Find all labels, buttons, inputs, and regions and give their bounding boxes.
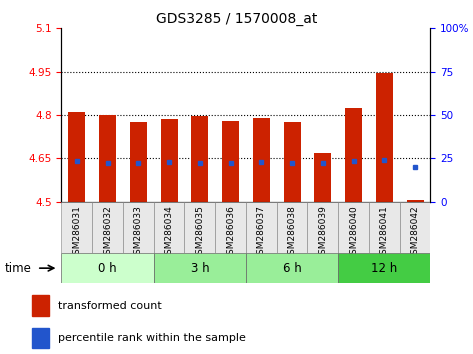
Bar <box>130 122 147 202</box>
FancyBboxPatch shape <box>92 202 123 253</box>
FancyBboxPatch shape <box>307 202 338 253</box>
FancyBboxPatch shape <box>154 202 184 253</box>
Text: GSM286036: GSM286036 <box>226 205 235 260</box>
FancyBboxPatch shape <box>338 253 430 283</box>
Bar <box>161 119 177 202</box>
Text: GSM286042: GSM286042 <box>411 205 420 260</box>
Bar <box>315 153 331 202</box>
Text: GSM286031: GSM286031 <box>72 205 81 260</box>
Bar <box>32 328 49 348</box>
Bar <box>284 122 300 202</box>
Text: GSM286034: GSM286034 <box>165 205 174 260</box>
FancyBboxPatch shape <box>61 253 154 283</box>
Text: transformed count: transformed count <box>58 301 161 311</box>
Bar <box>376 73 393 202</box>
Bar <box>99 115 116 202</box>
Text: GSM286033: GSM286033 <box>134 205 143 260</box>
FancyBboxPatch shape <box>400 202 430 253</box>
Text: 6 h: 6 h <box>283 262 301 275</box>
FancyBboxPatch shape <box>215 202 246 253</box>
Text: percentile rank within the sample: percentile rank within the sample <box>58 333 245 343</box>
FancyBboxPatch shape <box>154 253 246 283</box>
Bar <box>192 116 208 202</box>
FancyBboxPatch shape <box>123 202 154 253</box>
Text: GSM286039: GSM286039 <box>318 205 327 260</box>
Text: GSM286037: GSM286037 <box>257 205 266 260</box>
FancyBboxPatch shape <box>246 253 338 283</box>
Bar <box>253 118 270 202</box>
Bar <box>345 108 362 202</box>
FancyBboxPatch shape <box>277 202 307 253</box>
Text: 0 h: 0 h <box>98 262 117 275</box>
Text: time: time <box>5 262 32 275</box>
Bar <box>407 200 423 202</box>
Bar <box>32 295 49 316</box>
Text: GDS3285 / 1570008_at: GDS3285 / 1570008_at <box>156 12 317 27</box>
Bar <box>222 121 239 202</box>
Text: GSM286040: GSM286040 <box>349 205 358 260</box>
Text: GSM286035: GSM286035 <box>195 205 204 260</box>
Text: GSM286032: GSM286032 <box>103 205 112 260</box>
Text: GSM286038: GSM286038 <box>288 205 297 260</box>
FancyBboxPatch shape <box>61 202 92 253</box>
FancyBboxPatch shape <box>184 202 215 253</box>
FancyBboxPatch shape <box>246 202 277 253</box>
Text: 12 h: 12 h <box>371 262 397 275</box>
Text: GSM286041: GSM286041 <box>380 205 389 260</box>
Bar <box>69 112 85 202</box>
Text: 3 h: 3 h <box>191 262 209 275</box>
FancyBboxPatch shape <box>369 202 400 253</box>
FancyBboxPatch shape <box>338 202 369 253</box>
